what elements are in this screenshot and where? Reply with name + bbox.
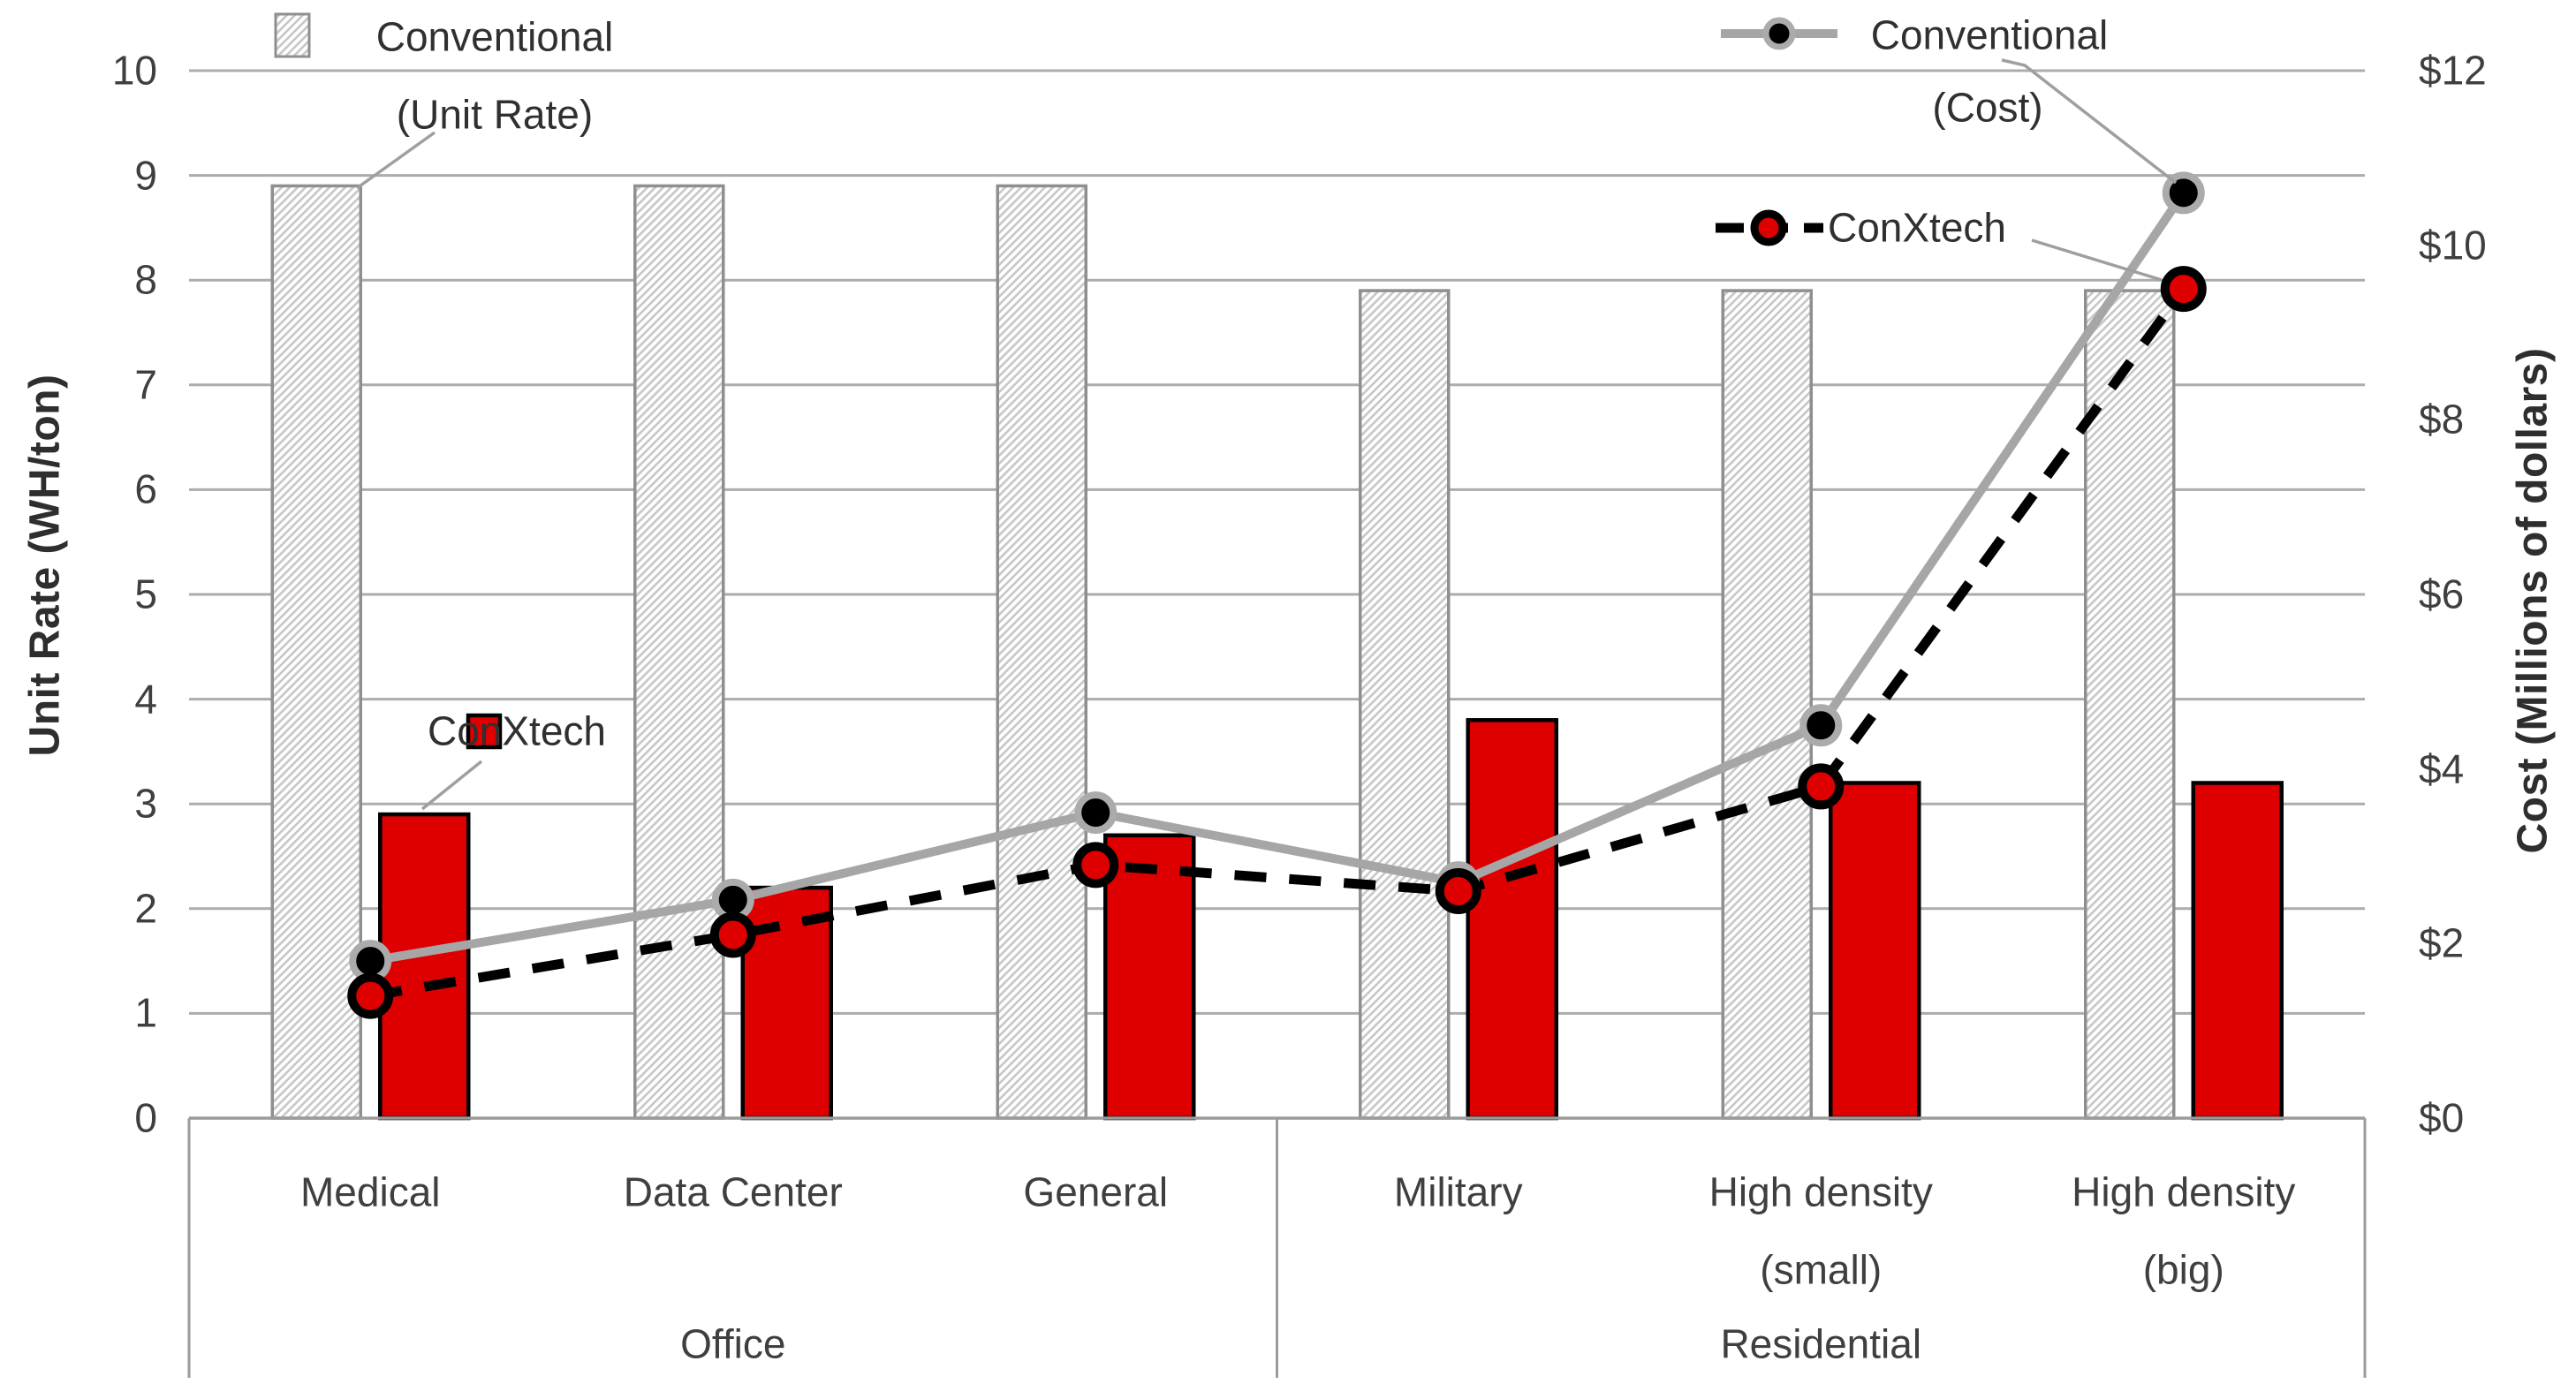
right-axis-tick-usd8: $8 <box>2419 397 2465 443</box>
right-axis-tick-usd4: $4 <box>2419 745 2465 792</box>
legend-line-conventional-line2: (Cost) <box>1932 84 2043 131</box>
bar-conventional-5 <box>2084 289 2176 1120</box>
category-group-label-office: Office <box>680 1320 786 1367</box>
bar-conventional-1 <box>633 184 725 1120</box>
marker-conxtech-4 <box>1798 763 1845 810</box>
category-label-3: Military <box>1393 1168 1523 1215</box>
category-label-5: High density <box>2072 1168 2296 1215</box>
left-axis-tick-1: 1 <box>134 990 157 1037</box>
left-axis-tick-2: 2 <box>134 885 157 932</box>
legend-swatch-gray-line-marker <box>1762 17 1796 50</box>
legend-swatch-red-bar <box>466 713 503 750</box>
leader-bar-conxtech <box>420 760 483 811</box>
bar-conxtech-3 <box>1466 718 1558 1121</box>
left-axis-tick-3: 3 <box>134 780 157 827</box>
bar-conventional-3 <box>1359 289 1451 1120</box>
marker-conventional-4 <box>1799 704 1843 747</box>
bar-conventional-4 <box>1721 289 1813 1120</box>
right-axis-tick-usd10: $10 <box>2419 222 2487 268</box>
leader-line-conxtech <box>2031 238 2163 282</box>
legend-line-conxtech-label: ConXtech <box>1827 204 2007 251</box>
right-axis-tick-usd6: $6 <box>2419 571 2465 617</box>
right-axis-tick-usd0: $0 <box>2419 1094 2465 1141</box>
legend-bar-conxtech-label: ConXtech <box>427 707 607 754</box>
leader-line-conventional <box>2001 58 2178 185</box>
left-axis-tick-4: 4 <box>134 676 157 722</box>
legend-line-conventional-line1: Conventional <box>1870 11 2109 58</box>
left-axis-tick-7: 7 <box>134 361 157 408</box>
legend-swatch-hatched-bar <box>274 12 311 58</box>
left-axis-tick-8: 8 <box>134 256 157 303</box>
marker-conxtech-5 <box>2160 266 2207 313</box>
bar-conventional-0 <box>270 184 362 1120</box>
left-axis-tick-9: 9 <box>134 152 157 199</box>
marker-conventional-5 <box>2162 171 2205 215</box>
legend-bar-conventional-line2: (Unit Rate) <box>396 91 594 138</box>
right-axis-title: Cost (Millions of dollars) <box>2509 347 2557 854</box>
right-axis-tick-usd12: $12 <box>2419 47 2487 94</box>
left-axis-tick-0: 0 <box>134 1094 157 1141</box>
marker-conxtech-1 <box>709 911 756 958</box>
marker-conxtech-0 <box>347 972 394 1019</box>
bar-conxtech-4 <box>1829 781 1921 1121</box>
category-label-4-line2: (small) <box>1760 1246 1883 1293</box>
marker-conxtech-2 <box>1072 842 1119 889</box>
category-label-2: General <box>1023 1168 1169 1215</box>
category-label-1: Data Center <box>623 1168 843 1215</box>
legend-bar-conventional-line1: Conventional <box>375 13 614 60</box>
bar-conventional-2 <box>996 184 1087 1120</box>
line-conventional-cost <box>369 190 2187 966</box>
category-group-label-residential: Residential <box>1720 1320 1922 1367</box>
left-axis-tick-6: 6 <box>134 466 157 513</box>
right-axis-tick-usd2: $2 <box>2419 920 2465 967</box>
bar-conxtech-2 <box>1103 833 1196 1121</box>
marker-conventional-2 <box>1074 791 1118 835</box>
left-axis-tick-5: 5 <box>134 571 157 617</box>
bar-conxtech-5 <box>2191 781 2284 1121</box>
legend-swatch-black-dash-marker <box>1750 209 1787 246</box>
left-axis-tick-10: 10 <box>111 47 157 94</box>
bar-conxtech-0 <box>378 812 471 1121</box>
category-label-4: High density <box>1708 1168 1933 1215</box>
category-label-0: Medical <box>299 1168 441 1215</box>
leader-bar-conventional <box>355 131 436 190</box>
marker-conxtech-3 <box>1435 868 1481 915</box>
category-label-5-line2: (big) <box>2142 1246 2224 1293</box>
